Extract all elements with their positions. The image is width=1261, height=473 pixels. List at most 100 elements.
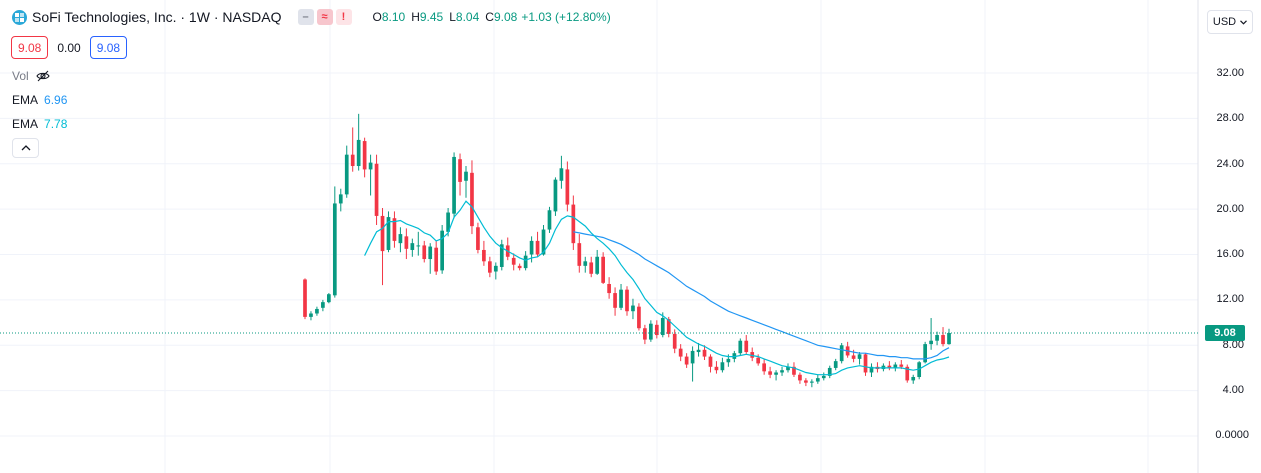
- y-tick-label: 0.0000: [1215, 429, 1249, 441]
- symbol-title[interactable]: SoFi Technologies, Inc. · 1W · NASDAQ: [32, 9, 282, 25]
- candle-body: [350, 154, 355, 167]
- candle-body: [440, 230, 444, 271]
- candle-body: [804, 380, 808, 383]
- candle-body: [356, 139, 361, 167]
- candle-body: [708, 356, 713, 367]
- candle-body: [786, 366, 790, 371]
- candle-body: [577, 243, 582, 266]
- candle-body: [756, 357, 761, 364]
- candle-body: [434, 247, 439, 272]
- candle-body: [386, 217, 391, 250]
- buy-button[interactable]: 9.08: [89, 36, 128, 59]
- candle-body: [744, 340, 749, 353]
- ema-slow-line: [573, 231, 950, 360]
- currency-select[interactable]: USD: [1207, 10, 1253, 34]
- candle-body: [476, 227, 480, 250]
- candle-body: [380, 215, 385, 252]
- candle-body: [702, 349, 707, 357]
- candle-body: [666, 319, 671, 334]
- candle-body: [923, 344, 927, 363]
- y-tick-label: 24.00: [1216, 158, 1244, 170]
- candle-body: [643, 328, 647, 340]
- open-label: O: [372, 10, 382, 24]
- y-tick-label: 32.00: [1216, 67, 1244, 79]
- candle-body: [529, 240, 534, 255]
- ema-legend-2[interactable]: EMA 7.78: [12, 117, 67, 131]
- candle-body: [750, 352, 755, 358]
- candle-body: [559, 168, 564, 181]
- open-value: 8.10: [381, 10, 406, 24]
- candle-body: [738, 340, 743, 354]
- candle-body: [690, 350, 695, 364]
- high-value: 9.45: [419, 10, 444, 24]
- candle-body: [619, 289, 623, 308]
- y-tick-label: 20.00: [1216, 203, 1244, 215]
- candle-body: [905, 366, 910, 381]
- candle-body: [684, 356, 689, 365]
- candle-body: [839, 345, 844, 362]
- candle-body: [613, 293, 617, 308]
- candle-body: [535, 240, 540, 255]
- candle-body: [947, 332, 951, 345]
- candle-body: [625, 289, 629, 312]
- candle-body: [678, 348, 683, 357]
- candle-body: [362, 141, 367, 170]
- y-tick-label: 16.00: [1216, 248, 1244, 260]
- ema-label-1: EMA: [12, 93, 39, 107]
- current-price-badge: 9.08: [1205, 325, 1245, 341]
- ema-label-2: EMA: [12, 117, 39, 131]
- data-problem-flag[interactable]: !: [335, 9, 352, 25]
- chevron-down-icon: [1240, 19, 1248, 25]
- candle-body: [416, 245, 421, 247]
- candle-body: [941, 335, 945, 345]
- candle-body: [368, 162, 373, 170]
- volume-label: Vol: [12, 69, 29, 83]
- candle-body: [768, 371, 772, 375]
- candle-body: [493, 265, 498, 272]
- candle-body: [332, 203, 337, 296]
- chevron-up-icon: [21, 145, 30, 151]
- candle-body: [887, 365, 892, 368]
- candle-body: [607, 283, 611, 294]
- data-delayed-flag[interactable]: ≈: [316, 9, 333, 25]
- candle-body: [517, 265, 522, 269]
- y-tick-label: 12.00: [1216, 293, 1244, 305]
- candle-body: [774, 372, 778, 375]
- candle-body: [637, 306, 641, 329]
- candle-body: [446, 212, 450, 232]
- candle-body: [565, 169, 570, 205]
- y-tick-label: 8.00: [1222, 339, 1244, 351]
- candle-body: [762, 363, 766, 372]
- candle-body: [422, 245, 427, 260]
- candle-body: [821, 375, 826, 379]
- candle-body: [726, 358, 731, 363]
- candle-body: [899, 364, 904, 367]
- collapse-legend-button[interactable]: [12, 138, 39, 158]
- eye-off-icon[interactable]: [35, 68, 51, 84]
- candle-body: [851, 355, 856, 359]
- candle-body: [672, 333, 677, 349]
- candle-body: [589, 262, 594, 274]
- ema-value-1: 6.96: [44, 93, 68, 107]
- y-tick-label: 28.00: [1216, 112, 1244, 124]
- candle-body: [410, 243, 415, 250]
- candle-body: [631, 305, 635, 312]
- low-value: 8.04: [455, 10, 480, 24]
- candle-body: [404, 236, 409, 249]
- candle-body: [714, 366, 719, 371]
- candle-body: [815, 378, 820, 382]
- candle-body: [857, 354, 862, 359]
- market-closed-flag[interactable]: –: [297, 9, 314, 25]
- candle-body: [571, 204, 576, 244]
- volume-legend[interactable]: Vol: [12, 68, 51, 84]
- ema-legend-1[interactable]: EMA 6.96: [12, 93, 67, 107]
- candle-body: [428, 246, 433, 260]
- candle-body: [344, 154, 349, 195]
- candle-body: [911, 377, 916, 381]
- candle-body: [374, 163, 379, 216]
- candle-body: [553, 179, 558, 212]
- candle-body: [321, 302, 325, 308]
- sell-button[interactable]: 9.08: [11, 36, 49, 59]
